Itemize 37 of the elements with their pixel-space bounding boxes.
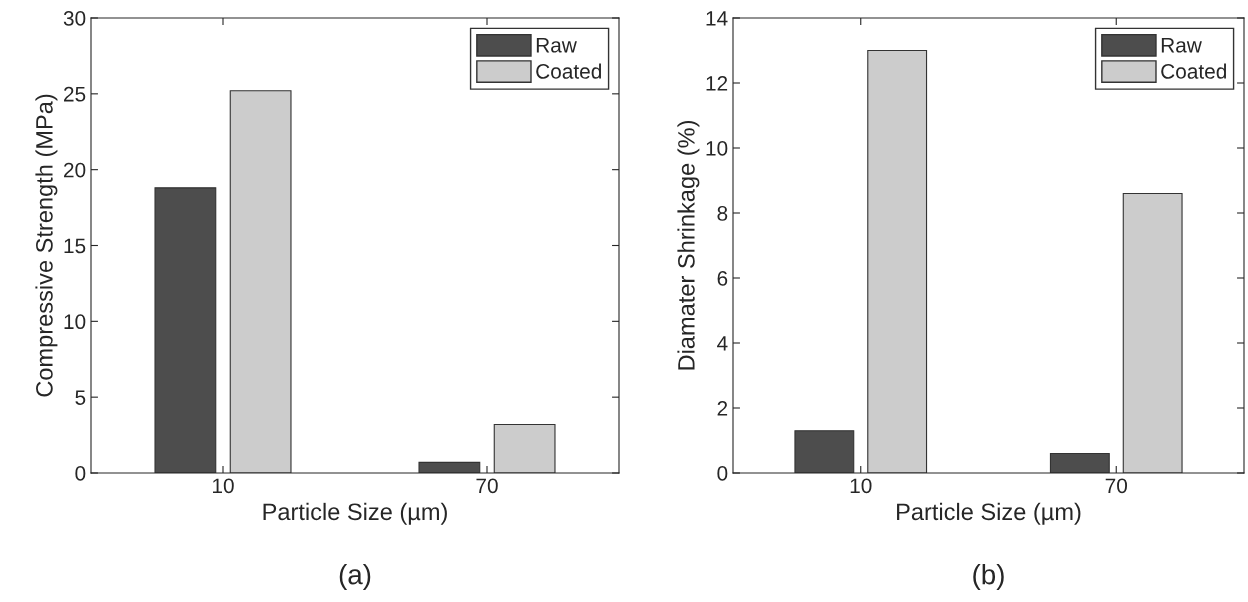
text: (b) — [973, 564, 1004, 590]
y-axis-title: Diamater Shrinkage (%) — [677, 120, 700, 370]
x-axis-title: Particle Size (µm) — [897, 502, 1081, 525]
bar — [493, 423, 556, 473]
text: (a) — [339, 564, 371, 590]
legend-label: Coated — [536, 63, 601, 79]
y-tick-label: 20 — [64, 162, 86, 178]
y-tick-label: 0 — [75, 466, 86, 481]
y-tick-label: 12 — [706, 76, 728, 91]
x-axis-title: Particle Size (µm) — [263, 502, 447, 525]
y-tick-label: 15 — [64, 238, 86, 254]
legend-label: Coated — [1161, 63, 1226, 79]
y-tick-label: 2 — [717, 401, 728, 416]
y-tick-label: 25 — [64, 86, 86, 102]
y-tick-label: 6 — [717, 271, 728, 286]
y-tick-label: 5 — [75, 390, 86, 405]
x-tick-label: 10 — [850, 478, 872, 494]
bar — [1049, 452, 1110, 473]
bar — [418, 461, 481, 473]
y-tick-label: 8 — [717, 206, 728, 221]
bar — [867, 49, 928, 473]
x-tick-label: 70 — [476, 478, 498, 494]
bar — [1122, 192, 1183, 473]
y-tick-label: 0 — [717, 466, 728, 481]
x-tick-label: 70 — [1105, 478, 1128, 494]
bar — [229, 90, 292, 473]
legend-label: Raw — [536, 38, 577, 53]
x-tick-label: 10 — [213, 478, 234, 494]
y-tick-label: 10 — [706, 141, 728, 156]
y-axis-title: Compressive Strength (MPa) — [35, 94, 58, 397]
y-tick-label: 30 — [63, 11, 86, 26]
bar — [154, 187, 217, 473]
y-tick-label: 4 — [717, 336, 728, 351]
bar — [794, 430, 855, 473]
y-tick-label: 10 — [64, 314, 86, 330]
legend-label: Raw — [1161, 38, 1202, 53]
y-tick-label: 14 — [706, 11, 728, 26]
